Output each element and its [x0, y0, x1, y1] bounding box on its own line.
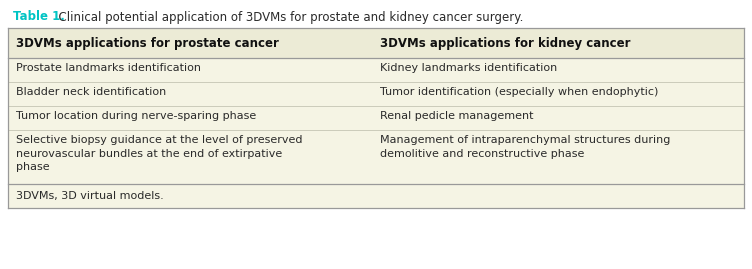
Text: Management of intraparenchymal structures during
demolitive and reconstructive p: Management of intraparenchymal structure…	[381, 135, 671, 159]
Text: 3DVMs, 3D virtual models.: 3DVMs, 3D virtual models.	[16, 191, 164, 201]
Bar	[8, 106, 744, 130]
Text: Clinical potential application of 3DVMs for prostate and kidney cancer surgery.: Clinical potential application of 3DVMs …	[51, 10, 523, 23]
Text: 3DVMs applications for kidney cancer: 3DVMs applications for kidney cancer	[381, 37, 631, 49]
Text: Renal pedicle management: Renal pedicle management	[381, 111, 534, 121]
Text: 3DVMs applications for prostate cancer: 3DVMs applications for prostate cancer	[16, 37, 279, 49]
Bar	[8, 28, 744, 58]
Text: Selective biopsy guidance at the level of preserved
neurovascular bundles at the: Selective biopsy guidance at the level o…	[16, 135, 302, 172]
Text: Kidney landmarks identification: Kidney landmarks identification	[381, 63, 557, 73]
Text: Tumor identification (especially when endophytic): Tumor identification (especially when en…	[381, 87, 659, 97]
Bar	[8, 184, 744, 208]
Bar	[8, 82, 744, 106]
Bar	[8, 58, 744, 82]
Text: Table 1.: Table 1.	[13, 10, 65, 23]
Text: Bladder neck identification: Bladder neck identification	[16, 87, 166, 97]
Bar	[8, 130, 744, 184]
Text: Prostate landmarks identification: Prostate landmarks identification	[16, 63, 201, 73]
Text: Tumor location during nerve-sparing phase: Tumor location during nerve-sparing phas…	[16, 111, 256, 121]
